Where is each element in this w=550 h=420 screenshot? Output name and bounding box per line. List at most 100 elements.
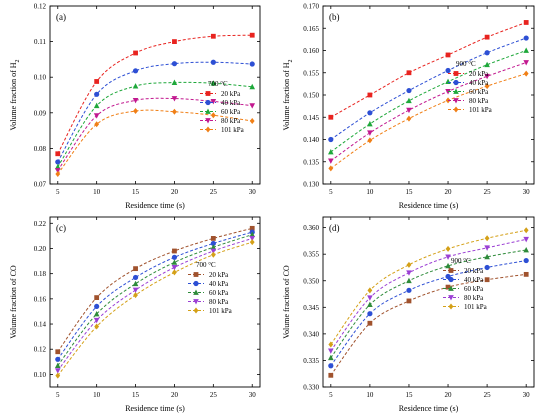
data-point — [94, 295, 100, 300]
data-point — [484, 235, 490, 242]
series-5 — [328, 70, 529, 172]
data-point — [172, 269, 177, 276]
series-line — [330, 21, 527, 118]
y-axis-title: Volume fraction of CO — [9, 265, 18, 339]
data-point — [445, 284, 451, 290]
legend-marker — [448, 303, 454, 310]
panel-label: (a) — [56, 12, 66, 22]
data-point — [132, 68, 139, 74]
legend-entry: 101 kPa — [209, 307, 233, 315]
data-point — [249, 231, 256, 238]
legend-marker — [193, 299, 199, 305]
y-tick-label: 0.14 — [34, 321, 47, 329]
data-point — [171, 254, 178, 260]
y-tick-label: 0.360 — [303, 224, 319, 232]
series-5 — [55, 239, 255, 379]
data-point — [210, 112, 216, 119]
data-point — [172, 108, 177, 115]
data-point — [484, 264, 490, 271]
x-tick-label: 30 — [523, 188, 531, 196]
legend-marker — [453, 88, 459, 94]
y-tick-label: 0.330 — [303, 384, 319, 392]
legend-marker — [448, 268, 454, 273]
x-tick-label: 15 — [132, 391, 140, 399]
data-point — [406, 277, 412, 284]
data-point — [484, 50, 490, 56]
x-tick-label: 25 — [210, 188, 218, 196]
data-point — [132, 274, 139, 281]
x-tick-label: 10 — [93, 188, 101, 196]
series-line — [57, 231, 253, 360]
x-tick-label: 10 — [366, 188, 374, 196]
x-tick-label: 25 — [484, 391, 492, 399]
legend-marker — [193, 307, 199, 314]
legend-entry: 80 kPa — [464, 294, 484, 302]
x-axis-title: Residence time (s) — [125, 404, 185, 413]
legend-marker — [448, 276, 454, 283]
legend-title: 700 °C — [208, 80, 228, 88]
legend-marker — [193, 272, 199, 277]
legend-entry: 60 kPa — [469, 88, 489, 96]
data-point — [210, 99, 217, 105]
data-point — [445, 254, 451, 260]
data-point — [132, 83, 139, 89]
data-point — [367, 120, 373, 127]
chart-panel-2: 5 10 15 20 25 30 0.130 0.135 0.140 0.145 0.150 0.15… — [282, 3, 535, 210]
x-tick-label: 30 — [523, 391, 531, 399]
plot-frame — [49, 216, 261, 388]
legend-entry: 60 kPa — [221, 108, 241, 116]
legend-marker — [193, 280, 199, 287]
legend-entry: 20 kPa — [464, 267, 484, 275]
data-point — [54, 368, 61, 374]
data-point — [210, 240, 216, 247]
data-point — [484, 83, 490, 90]
y-tick-label: 0.340 — [303, 330, 319, 338]
x-tick-label: 5 — [329, 188, 333, 196]
data-point — [93, 102, 100, 109]
legend-entry: 101 kPa — [221, 126, 245, 134]
y-tick-label: 0.140 — [303, 136, 319, 144]
y-tick-label: 0.130 — [303, 181, 319, 189]
x-tick-label: 10 — [366, 391, 374, 399]
y-tick-label: 0.160 — [303, 47, 319, 55]
data-point — [328, 165, 334, 172]
data-point — [445, 67, 451, 74]
data-point — [367, 287, 373, 294]
y-tick-label: 0.10 — [34, 371, 47, 379]
data-point — [328, 354, 334, 361]
legend-entry: 80 kPa — [221, 117, 241, 125]
legend-marker — [448, 295, 454, 301]
legend-marker — [453, 98, 459, 104]
data-point — [328, 114, 334, 120]
data-point — [523, 257, 529, 264]
y-tick-label: 0.170 — [303, 3, 319, 11]
data-point — [93, 310, 100, 317]
data-point — [406, 270, 412, 276]
series-4 — [54, 236, 256, 374]
data-point — [484, 73, 490, 80]
data-point — [94, 303, 100, 310]
legend-marker — [205, 126, 211, 133]
data-point — [523, 20, 529, 25]
chart-panel-1: 5 10 15 20 25 30 0.07 0.08 0.09 0.10 0.11 0.12 Resid… — [9, 3, 261, 210]
data-point — [249, 61, 255, 67]
data-point — [406, 70, 412, 76]
plot-frame — [322, 216, 535, 388]
legend-marker — [453, 71, 459, 76]
series-4 — [328, 236, 529, 354]
chart-panel-4: 5 10 15 20 25 30 0.330 0.335 0.340 0.345 0.350 0.35… — [282, 216, 535, 413]
data-point — [406, 115, 412, 122]
data-point — [210, 33, 216, 39]
legend-title: 900 °C — [456, 60, 476, 68]
y-tick-label: 0.150 — [303, 92, 319, 100]
data-point — [328, 148, 334, 155]
data-point — [523, 227, 529, 234]
data-point — [484, 61, 490, 68]
legend-marker — [205, 91, 211, 96]
y-tick-label: 0.16 — [34, 295, 47, 303]
data-point — [93, 317, 100, 324]
series-line — [57, 237, 253, 371]
data-point — [406, 107, 412, 114]
